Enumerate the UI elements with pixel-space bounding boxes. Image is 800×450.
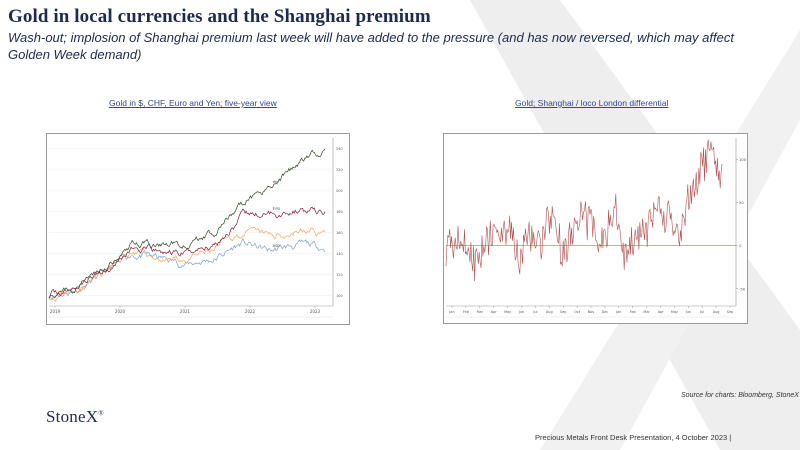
right-chart-x-tick-label: Jun — [518, 310, 524, 314]
left-chart-series-chf — [48, 226, 326, 302]
left-chart-x-tick-label: 2019 — [50, 309, 61, 314]
right-chart-x-tick-label: Dec — [602, 310, 609, 314]
right-chart-x-tick-label: Oct — [574, 310, 581, 314]
left-chart-series-usd — [48, 238, 326, 301]
right-chart-x-tick-label: Jun — [685, 310, 691, 314]
footer-text: Precious Metals Front Desk Presentation,… — [535, 433, 732, 442]
left-chart-y-tick-label: 160 — [336, 231, 343, 235]
right-chart-x-tick-label: Aug — [546, 310, 553, 314]
right-chart-x-tick-label: Jul — [699, 310, 704, 314]
right-chart-x-tick-label: Nov — [588, 310, 595, 314]
left-chart-series-label-yen: Yen — [273, 180, 279, 184]
left-chart-x-tick-label: 2021 — [180, 309, 191, 314]
left-chart-x-tick-label: 2020 — [115, 309, 126, 314]
logo-text: StoneX — [46, 407, 99, 426]
left-chart-series-yen — [48, 148, 326, 299]
right-chart-x-tick-label: May — [504, 310, 511, 314]
slide-subtitle: Wash-out; implosion of Shanghai premium … — [8, 30, 734, 62]
shanghai-premium-chart-svg: -50 0 50 100 Jan Feb Mar Apr May Jun Jul Aug Sep Oct N… — [445, 138, 747, 318]
right-chart-series-shanghai-premium — [445, 139, 723, 282]
right-chart-y-tick-label: 100 — [739, 157, 747, 162]
right-chart-x-tick-label: Feb — [630, 310, 636, 314]
right-chart-caption[interactable]: Gold; Shanghai / loco London differentia… — [515, 98, 669, 108]
left-chart-series-euro — [48, 206, 326, 299]
right-chart-x-tick-label: Aug — [713, 310, 720, 314]
right-chart-x-tick-label: May — [671, 310, 678, 314]
left-chart-caption[interactable]: Gold in $, CHF, Euro and Yen; five-year … — [109, 98, 277, 108]
left-chart-y-tick-label: 240 — [336, 147, 343, 151]
right-chart-x-tick-label: Feb — [463, 310, 469, 314]
right-chart-x-tick-label: Jan — [615, 310, 621, 314]
right-chart-x-tick-label: Mar — [477, 310, 484, 314]
right-chart-x-tick-label: Sep — [560, 310, 566, 314]
gold-currencies-chart-svg: 100 120 140 160 180 200 220 240 2019 2020 2021 2022… — [48, 138, 343, 318]
right-chart-x-tick-label: Sep — [727, 310, 733, 314]
left-chart-y-tick-label: 180 — [336, 210, 343, 214]
left-chart-x-tick-label: 2023 — [310, 309, 321, 314]
left-chart-x-tick-label: 2022 — [245, 309, 256, 314]
right-chart-x-tick-label: Jul — [532, 310, 537, 314]
left-chart-y-tick-label: 220 — [336, 168, 343, 172]
stonex-logo: StoneX® — [46, 407, 104, 427]
left-chart-series-label-euro: Euro — [273, 207, 280, 211]
left-chart-y-tick-label: 200 — [336, 189, 343, 193]
left-chart-y-tick-label: 100 — [336, 294, 343, 298]
slide-title: Gold in local currencies and the Shangha… — [8, 6, 431, 27]
left-chart-y-tick-label: 140 — [336, 252, 343, 256]
right-chart-x-tick-label: Mar — [643, 310, 650, 314]
right-chart-x-tick-label: Apr — [658, 310, 664, 314]
left-chart-y-tick-label: 120 — [336, 273, 343, 277]
right-chart-y-tick-label: 50 — [739, 200, 744, 205]
right-chart-x-tick-label: Apr — [491, 310, 497, 314]
gold-currencies-chart: 100 120 140 160 180 200 220 240 2019 2020 2021 2022… — [46, 133, 350, 325]
source-note: Source for charts: Bloomberg, StoneX — [681, 392, 799, 399]
shanghai-premium-chart: -50 0 50 100 Jan Feb Mar Apr May Jun Jul Aug Sep Oct N… — [443, 133, 748, 324]
left-chart-series-label-usd: USD — [273, 244, 280, 248]
logo-registered-mark: ® — [98, 409, 104, 418]
right-chart-y-tick-label: 0 — [739, 243, 742, 248]
right-chart-y-tick-label: -50 — [739, 286, 746, 291]
right-chart-x-tick-label: Jan — [448, 310, 454, 314]
